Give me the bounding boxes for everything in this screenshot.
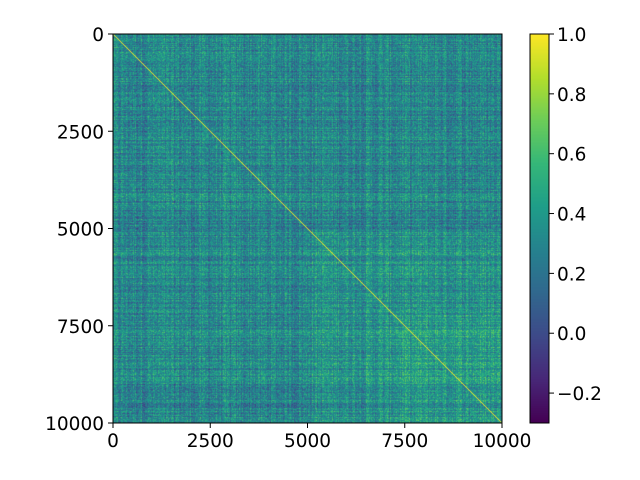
colorbar-axis: 1.0 0.8 0.6 0.4 0.2 0.0 −0.2 xyxy=(549,25,602,405)
colorbar-tick-label: −0.2 xyxy=(557,384,602,405)
colorbar-tick-label: 0.0 xyxy=(557,324,586,345)
colorbar-tick-label: 0.6 xyxy=(557,145,586,166)
colorbar-tick-label: 0.2 xyxy=(557,264,586,285)
colorbar-tick-label: 0.4 xyxy=(557,205,586,226)
heatmap-image xyxy=(113,34,502,423)
x-tick-label: 2500 xyxy=(187,431,234,452)
y-tick-label: 7500 xyxy=(57,317,104,338)
y-axis: 0 2500 5000 7500 10000 xyxy=(45,25,113,435)
x-tick-label: 7500 xyxy=(381,431,428,452)
colorbar-tick-label: 1.0 xyxy=(557,25,586,46)
y-tick-label: 5000 xyxy=(57,220,104,241)
colorbar-tick-label: 0.8 xyxy=(557,85,586,106)
x-tick-label: 0 xyxy=(107,431,119,452)
x-tick-label: 10000 xyxy=(473,431,532,452)
y-tick-label: 2500 xyxy=(57,122,104,143)
colorbar-gradient xyxy=(530,34,549,423)
x-tick-label: 5000 xyxy=(284,431,331,452)
heatmap-frame xyxy=(112,33,503,424)
y-tick-label: 0 xyxy=(92,25,104,46)
colorbar-frame xyxy=(529,33,550,424)
y-tick-label: 10000 xyxy=(45,414,104,435)
x-axis: 0 2500 5000 7500 10000 xyxy=(107,423,531,452)
